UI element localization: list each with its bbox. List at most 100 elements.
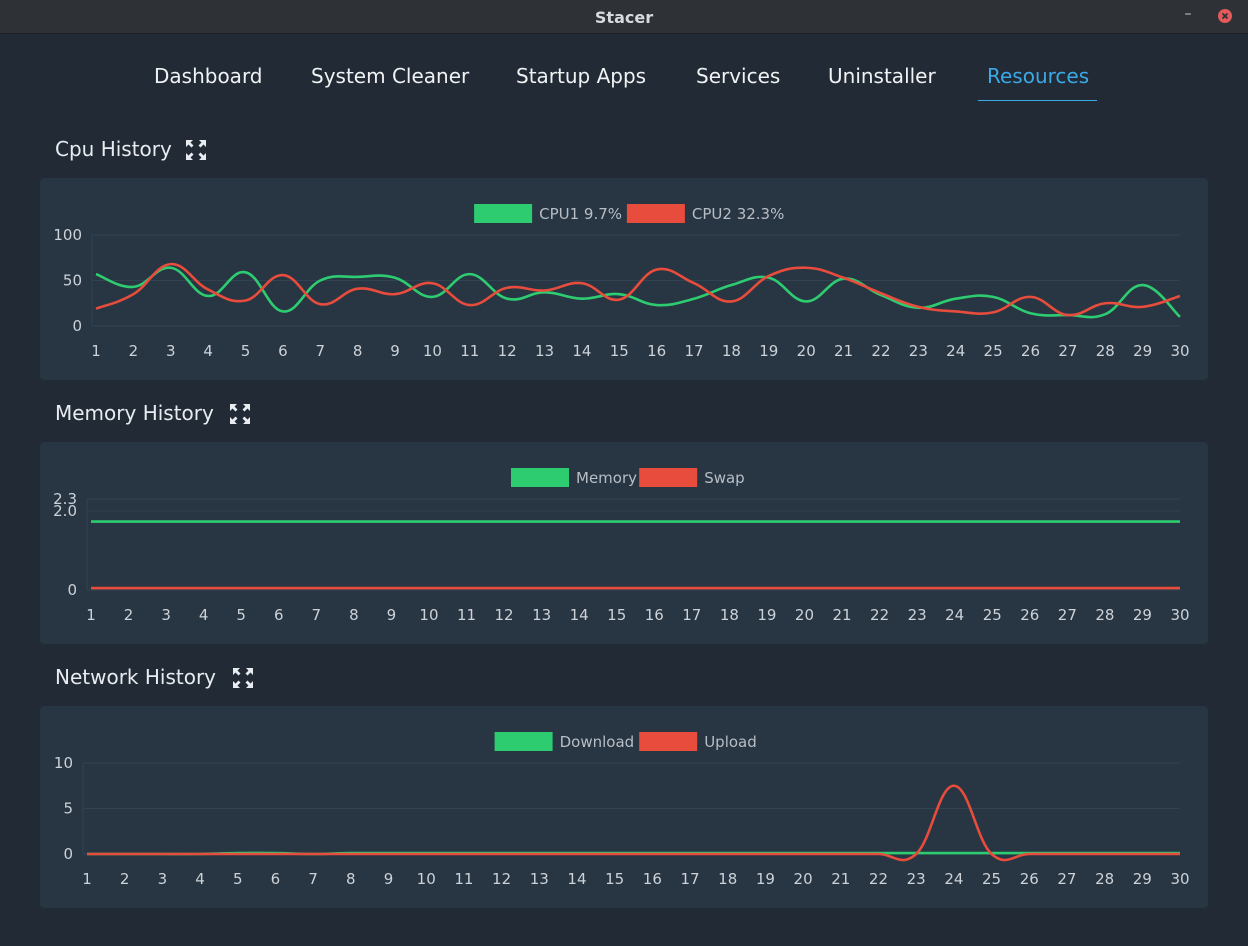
x-tick-label: 24 [946, 342, 965, 360]
x-tick-label: 6 [278, 342, 288, 360]
x-tick-label: 27 [1058, 342, 1077, 360]
x-tick-label: 14 [567, 870, 586, 888]
tab-services[interactable]: Services [696, 64, 781, 88]
x-tick-label: 27 [1058, 606, 1077, 624]
legend-swatch[interactable] [494, 732, 553, 751]
x-tick-label: 3 [161, 606, 171, 624]
series-line-0 [95, 266, 1181, 319]
legend-swatch[interactable] [474, 204, 533, 223]
x-tick-label: 13 [535, 342, 554, 360]
y-tick-label: 10 [54, 754, 73, 772]
tab-uninstaller[interactable]: Uninstaller [828, 64, 936, 88]
memory-chart: 02.02.31 2 3 4 5 6 7 8 9 10 11 12 13 14 15 16 17 18 19 20 21… [53, 468, 1190, 624]
x-tick-label: 23 [908, 606, 927, 624]
x-tick-label: 23 [907, 870, 926, 888]
legend-swatch[interactable] [626, 204, 685, 223]
x-tick-label: 3 [166, 342, 176, 360]
x-tick-label: 16 [643, 870, 662, 888]
y-tick-label: 0 [72, 317, 82, 335]
x-tick-label: 15 [607, 606, 626, 624]
x-tick-label: 29 [1133, 606, 1152, 624]
x-tick-label: 20 [797, 342, 816, 360]
legend-label: Download [560, 733, 635, 751]
tab-system-cleaner[interactable]: System Cleaner [311, 64, 470, 88]
window-titlebar: Stacer – [0, 0, 1248, 34]
y-tick-label: 0 [67, 581, 77, 599]
x-tick-label: 6 [271, 870, 281, 888]
x-tick-label: 28 [1095, 870, 1114, 888]
x-tick-label: 17 [680, 870, 699, 888]
legend-label: Swap [704, 469, 745, 487]
x-tick-label: 8 [346, 870, 356, 888]
x-tick-label: 17 [682, 606, 701, 624]
x-tick-label: 1 [82, 870, 92, 888]
x-tick-label: 14 [572, 342, 591, 360]
x-tick-label: 5 [236, 606, 246, 624]
x-tick-label: 23 [909, 342, 928, 360]
x-tick-label: 13 [530, 870, 549, 888]
x-tick-label: 4 [195, 870, 205, 888]
x-tick-label: 29 [1133, 870, 1152, 888]
x-tick-label: 19 [759, 342, 778, 360]
x-tick-label: 9 [384, 870, 394, 888]
close-icon[interactable] [1218, 9, 1232, 23]
x-tick-label: 12 [495, 606, 514, 624]
x-tick-label: 10 [417, 870, 436, 888]
x-tick-label: 27 [1057, 870, 1076, 888]
x-tick-label: 9 [390, 342, 400, 360]
legend-label: Upload [704, 733, 757, 751]
memory-chart-panel: 0 2.0 2.3 1 2 3 4 5 6 7 8 9 10 11 12 13 14 15 16 17 18 19 20 21… [40, 442, 1208, 644]
x-tick-label: 10 [419, 606, 438, 624]
tab-dashboard[interactable]: Dashboard [154, 64, 263, 88]
x-tick-label: 25 [982, 870, 1001, 888]
network-chart-panel: 0 5 10 1 2 3 4 5 6 7 8 9 10 11 12 13 14 15 16 17 18 19 20 21 22 2… [40, 706, 1208, 908]
x-tick-label: 17 [685, 342, 704, 360]
x-tick-label: 30 [1170, 342, 1189, 360]
x-tick-label: 26 [1021, 342, 1040, 360]
cpu-expand-icon[interactable] [185, 139, 207, 161]
x-tick-label: 11 [454, 870, 473, 888]
x-tick-label: 10 [423, 342, 442, 360]
x-tick-label: 18 [720, 606, 739, 624]
series-line-1 [87, 784, 1180, 862]
x-tick-label: 1 [91, 342, 101, 360]
tab-startup-apps[interactable]: Startup Apps [516, 64, 647, 88]
legend-swatch[interactable] [511, 468, 569, 487]
x-tick-label: 2 [124, 606, 134, 624]
x-tick-label: 19 [757, 606, 776, 624]
x-tick-label: 26 [1020, 870, 1039, 888]
x-tick-label: 21 [832, 606, 851, 624]
x-tick-label: 4 [203, 342, 213, 360]
x-tick-label: 18 [722, 342, 741, 360]
x-tick-label: 6 [274, 606, 284, 624]
x-tick-label: 18 [718, 870, 737, 888]
x-tick-label: 11 [457, 606, 476, 624]
x-tick-label: 21 [831, 870, 850, 888]
y-tick-label: 2.0 [53, 502, 77, 520]
memory-expand-icon[interactable] [229, 403, 251, 425]
cpu-history-title: Cpu History [55, 137, 172, 161]
x-tick-label: 25 [984, 342, 1003, 360]
network-expand-icon[interactable] [232, 667, 254, 689]
tab-resources[interactable]: Resources [987, 64, 1090, 88]
legend-swatch[interactable] [639, 468, 698, 487]
x-tick-label: 12 [492, 870, 511, 888]
x-tick-label: 24 [944, 870, 963, 888]
x-tick-label: 7 [316, 342, 326, 360]
active-tab-indicator [978, 100, 1097, 101]
x-tick-label: 7 [308, 870, 318, 888]
x-tick-label: 12 [498, 342, 517, 360]
x-tick-label: 8 [353, 342, 363, 360]
x-tick-label: 25 [983, 606, 1002, 624]
x-tick-label: 3 [158, 870, 168, 888]
y-tick-label: 50 [63, 272, 82, 290]
legend-swatch[interactable] [639, 732, 698, 751]
minimize-icon[interactable]: – [1184, 6, 1192, 22]
cpu-chart-panel: 0 50 100 1 2 3 4 5 6 7 8 9 10 11 12 13 14 15 16 17 18 19 20 21 2… [40, 178, 1208, 380]
x-tick-label: 29 [1133, 342, 1152, 360]
x-tick-label: 22 [869, 870, 888, 888]
x-tick-label: 28 [1095, 606, 1114, 624]
y-tick-label: 2.3 [53, 490, 77, 508]
x-tick-label: 22 [870, 606, 889, 624]
